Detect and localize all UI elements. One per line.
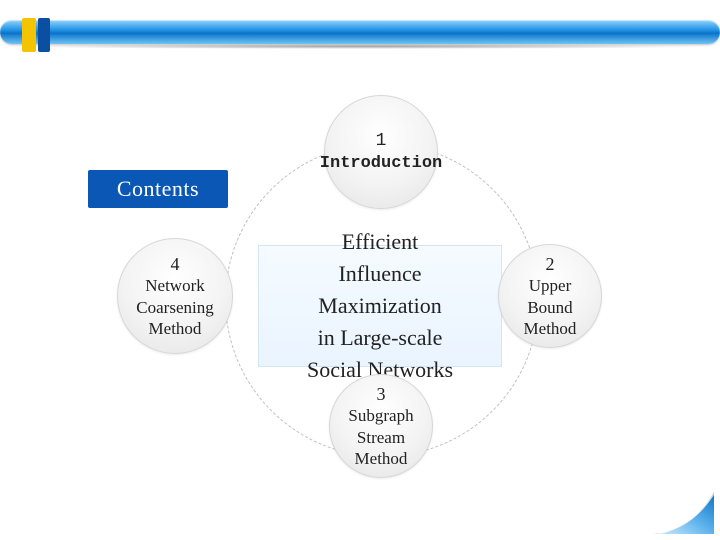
node-network-coarsening: 4 Network Coarsening Method: [117, 238, 233, 354]
node-introduction: 1 Introduction: [324, 95, 438, 209]
contents-label-box: Contents: [88, 170, 228, 208]
node-4-label: Network Coarsening Method: [136, 275, 213, 339]
node-1-label: Introduction: [320, 153, 442, 174]
contents-label: Contents: [117, 176, 199, 202]
banner-stripe-yellow: [22, 18, 36, 52]
node-2-number: 2: [546, 253, 555, 276]
contents-diagram: Contents Efficient Influence Maximizatio…: [0, 90, 720, 540]
node-3-number: 3: [377, 383, 386, 406]
node-1-number: 1: [376, 130, 387, 153]
center-title-box: Efficient Influence Maximization in Larg…: [258, 245, 502, 367]
node-2-label: Upper Bound Method: [524, 275, 577, 339]
banner-shadow: [10, 44, 710, 49]
node-3-label: Subgraph Stream Method: [348, 405, 413, 469]
center-title: Efficient Influence Maximization in Larg…: [307, 226, 453, 385]
page-curl-icon: [652, 490, 716, 536]
banner-bar: [0, 20, 720, 44]
node-subgraph-stream: 3 Subgraph Stream Method: [329, 374, 433, 478]
top-banner: [0, 18, 720, 48]
banner-stripe-blue: [38, 18, 50, 52]
node-4-number: 4: [171, 253, 180, 276]
node-upper-bound: 2 Upper Bound Method: [498, 244, 602, 348]
